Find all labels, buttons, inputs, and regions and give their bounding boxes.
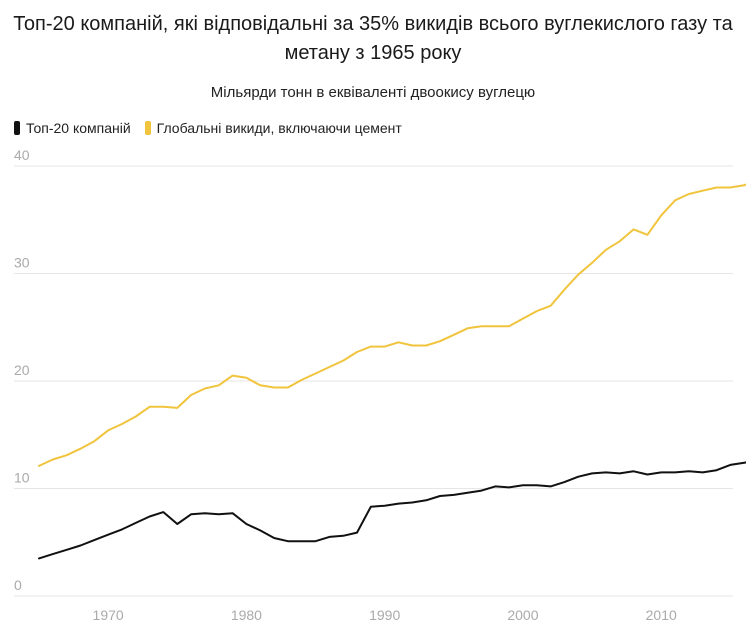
y-tick-label-40: 40	[14, 147, 30, 163]
chart-subtitle: Мільярди тонн в еквіваленті двоокису вуг…	[210, 84, 536, 101]
legend-item-top20: Топ-20 компаній	[14, 120, 131, 136]
series-line-top20	[38, 461, 746, 560]
x-tick-label-1990: 1990	[369, 607, 400, 623]
x-tick-label-2000: 2000	[507, 607, 538, 623]
y-tick-label-20: 20	[14, 362, 30, 378]
legend-swatch-global	[144, 121, 151, 135]
y-tick-label-30: 30	[14, 255, 30, 271]
y-tick-label-10: 10	[14, 470, 30, 486]
x-tick-label-1970: 1970	[93, 607, 124, 623]
x-tick-label-1980: 1980	[231, 607, 262, 623]
x-tick-label-2010: 2010	[646, 607, 677, 623]
legend-swatch-top20	[14, 121, 20, 135]
y-tick-label-0: 0	[14, 577, 22, 593]
legend-label-top20: Топ-20 компаній	[26, 120, 131, 136]
legend-label-global: Глобальні викиди, включаючи цемент	[156, 120, 402, 136]
legend-item-global: Глобальні викиди, включаючи цемент	[144, 120, 402, 136]
chart-title: Топ-20 компаній, які відповідальні за 35…	[13, 13, 733, 64]
chart-legend: Топ-20 компаній Глобальні викиди, включа…	[14, 120, 416, 136]
series-line-global	[38, 183, 746, 467]
